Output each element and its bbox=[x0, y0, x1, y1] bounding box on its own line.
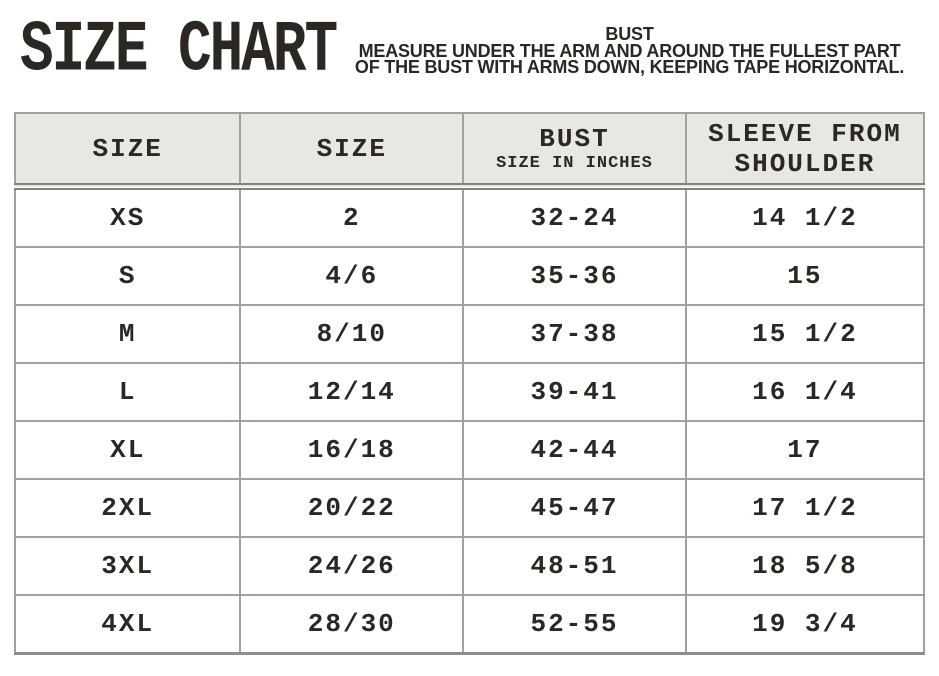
measurement-note: BUST MEASURE UNDER THE ARM AND AROUND TH… bbox=[336, 24, 923, 77]
col-header-label: SIZE bbox=[92, 133, 163, 164]
note-line1: MEASURE UNDER THE ARM AND AROUND THE FUL… bbox=[358, 40, 901, 61]
cell-bust: 42-44 bbox=[462, 420, 687, 480]
cell-size-numeric: 2 bbox=[239, 185, 465, 248]
cell-sleeve: 15 1/2 bbox=[684, 304, 926, 364]
cell-sleeve: 17 1/2 bbox=[684, 478, 926, 538]
cell-sleeve: 17 bbox=[684, 420, 926, 480]
table-body: XS 2 32-24 14 1/2 S 4/6 35-36 15 M 8/10 … bbox=[13, 185, 926, 655]
table-row: 2XL 20/22 45-47 17 1/2 bbox=[13, 478, 926, 538]
cell-bust: 39-41 bbox=[462, 362, 687, 422]
cell-sleeve: 19 3/4 bbox=[684, 594, 926, 655]
page-title: SIZE CHART bbox=[20, 8, 338, 92]
cell-sleeve: 16 1/4 bbox=[684, 362, 926, 422]
size-chart-table: SIZE SIZE BUST SIZE IN INCHES SLEEVE FRO… bbox=[13, 112, 926, 655]
table-row: L 12/14 39-41 16 1/4 bbox=[13, 362, 926, 422]
cell-size-letter: 3XL bbox=[13, 536, 242, 596]
cell-size-numeric: 24/26 bbox=[239, 536, 465, 596]
note-line2: OF THE BUST WITH ARMS DOWN, KEEPING TAPE… bbox=[354, 57, 905, 77]
note-heading: BUST bbox=[605, 24, 654, 44]
cell-bust: 45-47 bbox=[462, 478, 687, 538]
table-row: 4XL 28/30 52-55 19 3/4 bbox=[13, 594, 926, 655]
cell-bust: 35-36 bbox=[462, 246, 687, 306]
header-row: SIZE SIZE BUST SIZE IN INCHES SLEEVE FRO… bbox=[13, 112, 926, 190]
table-row: S 4/6 35-36 15 bbox=[13, 246, 926, 306]
cell-size-numeric: 28/30 bbox=[239, 594, 465, 655]
table-row: M 8/10 37-38 15 1/2 bbox=[13, 304, 926, 364]
col-header-label: SIZE bbox=[316, 133, 387, 164]
cell-sleeve: 14 1/2 bbox=[684, 185, 926, 248]
cell-bust: 52-55 bbox=[462, 594, 687, 655]
cell-sleeve: 15 bbox=[684, 246, 926, 306]
cell-size-numeric: 16/18 bbox=[239, 420, 465, 480]
table-row: XL 16/18 42-44 17 bbox=[13, 420, 926, 480]
col-header-size-letter: SIZE bbox=[13, 112, 242, 190]
col-header-bust: BUST SIZE IN INCHES bbox=[462, 112, 687, 190]
col-header-label: SLEEVE FROM SHOULDER bbox=[708, 118, 902, 179]
cell-size-letter: 2XL bbox=[13, 478, 242, 538]
cell-size-letter: XL bbox=[13, 420, 242, 480]
cell-size-numeric: 12/14 bbox=[239, 362, 465, 422]
cell-size-letter: S bbox=[13, 246, 242, 306]
page-header: SIZE CHART BUST MEASURE UNDER THE ARM AN… bbox=[0, 0, 939, 112]
cell-bust: 32-24 bbox=[462, 185, 687, 248]
cell-size-numeric: 8/10 bbox=[239, 304, 465, 364]
cell-size-letter: L bbox=[13, 362, 242, 422]
col-header-size-numeric: SIZE bbox=[239, 112, 465, 190]
table-head: SIZE SIZE BUST SIZE IN INCHES SLEEVE FRO… bbox=[13, 112, 926, 190]
cell-size-letter: XS bbox=[13, 185, 242, 248]
cell-bust: 37-38 bbox=[462, 304, 687, 364]
cell-size-letter: M bbox=[13, 304, 242, 364]
cell-size-letter: 4XL bbox=[13, 594, 242, 655]
table-row: XS 2 32-24 14 1/2 bbox=[13, 185, 926, 248]
cell-size-numeric: 20/22 bbox=[239, 478, 465, 538]
cell-size-numeric: 4/6 bbox=[239, 246, 465, 306]
cell-sleeve: 18 5/8 bbox=[684, 536, 926, 596]
col-header-label: BUST bbox=[539, 124, 610, 154]
bust-sublabel: SIZE IN INCHES bbox=[496, 154, 653, 173]
col-header-sleeve: SLEEVE FROM SHOULDER bbox=[684, 112, 926, 190]
cell-bust: 48-51 bbox=[462, 536, 687, 596]
table-row: 3XL 24/26 48-51 18 5/8 bbox=[13, 536, 926, 596]
